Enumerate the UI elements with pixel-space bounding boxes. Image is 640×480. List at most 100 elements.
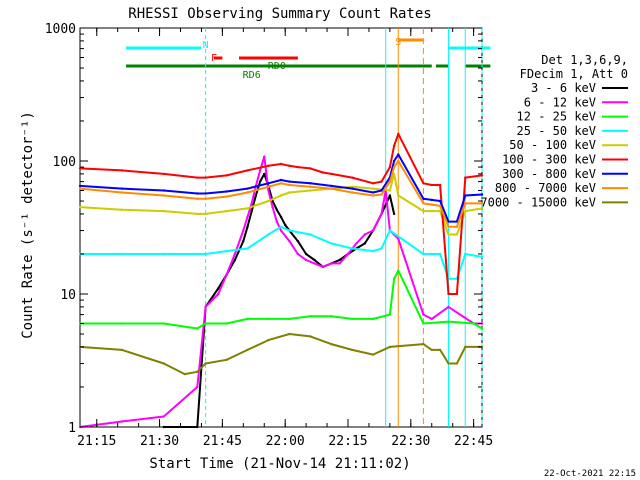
series-point-5 xyxy=(371,182,375,185)
series-point-1 xyxy=(380,212,383,216)
series-point-2 xyxy=(371,317,375,321)
series-point-3 xyxy=(388,229,392,232)
series-point-5 xyxy=(196,176,199,179)
series-point-7 xyxy=(330,187,333,190)
series-point-0 xyxy=(392,212,396,216)
series-point-5 xyxy=(78,167,82,170)
series-point-8 xyxy=(120,348,124,352)
series-point-1 xyxy=(258,169,262,172)
series-point-5 xyxy=(430,183,433,187)
series-point-7 xyxy=(288,183,291,187)
series-point-2 xyxy=(472,322,475,325)
legend-label: 100 - 300 keV xyxy=(502,153,596,167)
series-point-3 xyxy=(430,252,433,256)
series-point-2 xyxy=(388,313,392,316)
series-point-1 xyxy=(304,258,308,262)
series-point-1 xyxy=(371,229,375,232)
series-layer xyxy=(78,132,484,429)
series-point-8 xyxy=(162,362,165,365)
series-point-0 xyxy=(338,258,341,262)
series-point-4 xyxy=(388,189,392,192)
series-point-4 xyxy=(288,191,291,194)
series-point-0 xyxy=(279,215,283,219)
x-tick-label: 21:15 xyxy=(77,434,116,449)
series-point-3 xyxy=(422,252,425,256)
y-tick-label: 1 xyxy=(68,421,76,436)
state-label-s: S xyxy=(395,37,401,48)
series-point-0 xyxy=(162,425,165,429)
series-point-5 xyxy=(267,164,270,167)
series-point-2 xyxy=(267,317,270,321)
series-point-7 xyxy=(204,197,207,200)
series-point-8 xyxy=(225,358,228,361)
series-point-3 xyxy=(162,252,165,256)
series-point-4 xyxy=(162,209,165,213)
series-point-7 xyxy=(225,195,228,198)
series-point-3 xyxy=(196,252,199,256)
series-point-3 xyxy=(267,233,270,236)
legend-label: 25 - 50 keV xyxy=(517,124,596,138)
series-point-1 xyxy=(355,242,358,245)
legend-label: 12 - 25 keV xyxy=(517,110,596,124)
series-point-5 xyxy=(388,165,392,169)
series-point-0 xyxy=(217,287,220,290)
series-line-8 xyxy=(79,333,482,376)
state-label-rd6: RD6 xyxy=(243,70,261,81)
series-point-6 xyxy=(371,191,375,194)
series-point-8 xyxy=(288,332,291,336)
series-point-8 xyxy=(464,345,467,349)
series-point-3 xyxy=(464,252,467,256)
state-label-f: F xyxy=(211,53,217,64)
series-point-3 xyxy=(380,247,383,250)
series-point-2 xyxy=(397,269,400,272)
series-point-6 xyxy=(351,187,354,190)
series-point-2 xyxy=(204,322,207,325)
series-point-0 xyxy=(388,194,392,197)
series-point-5 xyxy=(288,164,291,167)
series-point-4 xyxy=(78,205,82,209)
series-point-0 xyxy=(254,194,258,197)
series-point-1 xyxy=(363,233,366,236)
series-point-0 xyxy=(196,425,199,429)
series-point-7 xyxy=(309,185,312,188)
series-point-2 xyxy=(120,322,124,325)
series-line-2 xyxy=(80,269,483,330)
x-tick-label: 22:15 xyxy=(328,434,367,449)
series-point-6 xyxy=(447,220,450,223)
series-point-2 xyxy=(288,317,291,321)
x-axis-label: Start Time (21-Nov-14 21:11:02) xyxy=(149,456,410,472)
series-point-5 xyxy=(330,172,333,176)
series-point-1 xyxy=(271,205,274,209)
series-point-2 xyxy=(246,317,249,321)
series-point-4 xyxy=(120,208,124,211)
series-point-7 xyxy=(196,197,199,200)
series-point-4 xyxy=(392,172,396,176)
series-point-4 xyxy=(351,185,354,188)
legend-label: 50 - 100 keV xyxy=(509,138,596,152)
series-point-1 xyxy=(346,252,350,256)
series-point-0 xyxy=(313,258,316,262)
series-point-5 xyxy=(422,182,425,185)
series-point-1 xyxy=(296,252,299,256)
series-point-6 xyxy=(392,159,396,163)
series-point-1 xyxy=(250,202,253,205)
series-point-8 xyxy=(246,348,249,352)
series-point-1 xyxy=(233,252,237,256)
series-point-0 xyxy=(233,258,237,262)
x-tick-label: 22:00 xyxy=(266,434,305,449)
series-point-4 xyxy=(267,199,270,203)
series-point-3 xyxy=(438,252,442,256)
series-point-6 xyxy=(279,178,283,182)
series-point-4 xyxy=(455,233,459,236)
series-point-1 xyxy=(263,155,266,158)
series-point-7 xyxy=(464,202,467,205)
series-point-5 xyxy=(120,169,124,172)
series-point-3 xyxy=(371,249,375,253)
series-point-1 xyxy=(275,220,278,223)
series-point-8 xyxy=(196,370,199,373)
series-point-2 xyxy=(309,315,312,318)
series-point-2 xyxy=(392,277,396,280)
series-point-5 xyxy=(351,176,354,179)
series-point-0 xyxy=(263,172,266,176)
